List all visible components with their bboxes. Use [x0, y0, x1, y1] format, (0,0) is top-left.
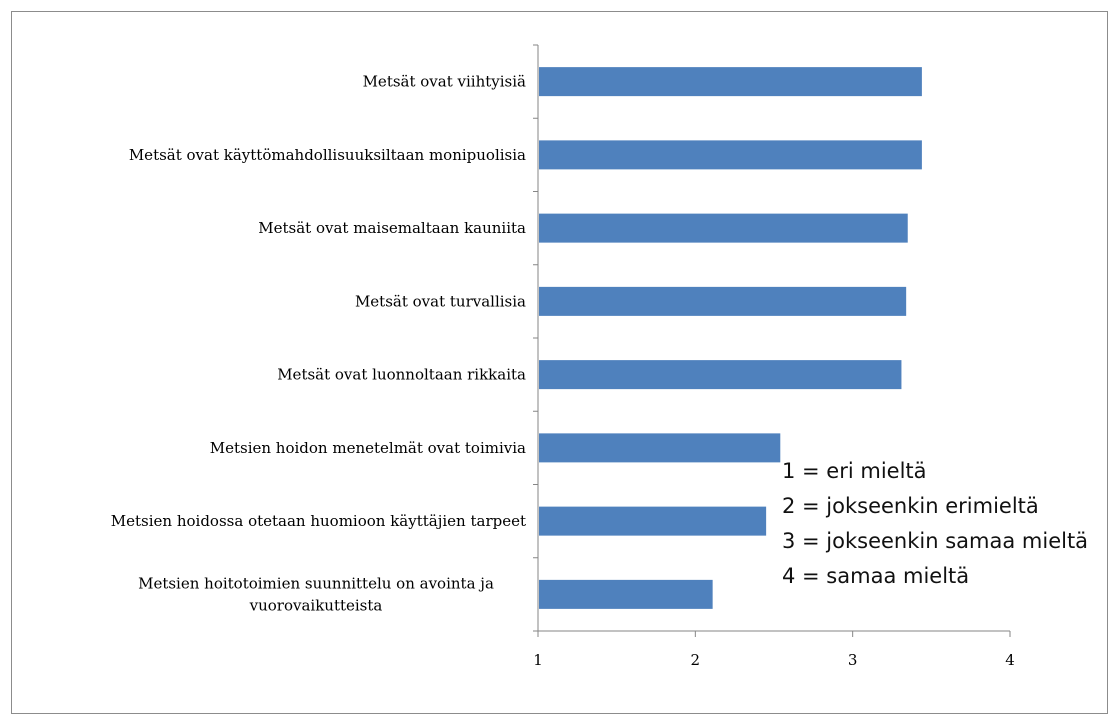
bars [539, 67, 922, 609]
bar [539, 360, 902, 390]
bar-chart: 1 2 3 4 Metsät ovat viihtyisiä Metsät ovat kä… [111, 44, 1088, 669]
bar [539, 213, 908, 243]
bar [539, 67, 922, 97]
chart-frame: 1 2 3 4 Metsät ovat viihtyisiä Metsät ovat kä… [11, 11, 1108, 714]
category-label: Metsien hoidossa otetaan huomioon käyttä… [111, 512, 526, 530]
annotation-line: 2 = jokseenkin erimieltä [782, 494, 1039, 518]
x-tick-label: 4 [1005, 651, 1015, 669]
category-label: Metsät ovat viihtyisiä [363, 73, 526, 91]
bar [539, 140, 922, 170]
category-labels: Metsät ovat viihtyisiä Metsät ovat käyttö… [111, 73, 526, 615]
axes: 1 2 3 4 [533, 44, 1015, 669]
category-label: Metsien hoidon menetelmät ovat toimivia [210, 439, 526, 457]
category-label: Metsät ovat luonnoltaan rikkaita [277, 366, 526, 384]
annotation-line: 1 = eri mieltä [782, 459, 927, 483]
category-label: Metsät ovat käyttömahdollisuuksiltaan mo… [129, 146, 526, 164]
x-tick-label: 3 [848, 651, 858, 669]
x-tick-label: 2 [691, 651, 701, 669]
bar [539, 506, 767, 536]
x-tick-label: 1 [533, 651, 543, 669]
annotation-line: 3 = jokseenkin samaa mieltä [782, 529, 1088, 553]
category-label: Metsät ovat turvallisia [355, 292, 526, 310]
annotation-line: 4 = samaa mieltä [782, 564, 969, 588]
bar [539, 286, 907, 316]
scale-annotation: 1 = eri mieltä 2 = jokseenkin erimieltä 3 … [782, 459, 1088, 588]
bar [539, 579, 713, 609]
bar [539, 433, 781, 463]
category-label: Metsät ovat maisemaltaan kauniita [258, 219, 526, 237]
category-label: Metsien hoitotoimien suunnittelu on avoi… [138, 574, 494, 614]
